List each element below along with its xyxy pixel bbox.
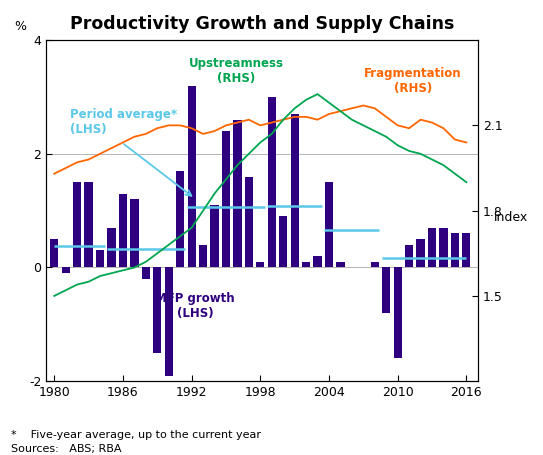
Bar (371, 262, 379, 268)
Bar (96, 250, 104, 268)
Bar (108, 228, 116, 268)
Bar (153, 268, 161, 353)
Text: *    Five-year average, up to the current year: * Five-year average, up to the current y… (11, 430, 261, 440)
Bar (416, 239, 425, 268)
Bar (61, 268, 70, 273)
Bar (439, 228, 447, 268)
Bar (279, 216, 287, 268)
Bar (462, 233, 470, 268)
Bar (142, 268, 150, 279)
Bar (210, 205, 219, 268)
Bar (313, 256, 321, 268)
Bar (50, 239, 59, 268)
Text: Fragmentation
(RHS): Fragmentation (RHS) (364, 67, 462, 95)
Y-axis label: %: % (14, 20, 27, 33)
Bar (382, 268, 390, 313)
Bar (405, 245, 413, 268)
Bar (119, 193, 127, 268)
Bar (325, 182, 333, 268)
Bar (187, 86, 195, 268)
Bar (130, 199, 138, 268)
Bar (394, 268, 402, 359)
Bar (222, 131, 230, 268)
Bar (73, 182, 81, 268)
Text: MFP growth
(LHS): MFP growth (LHS) (155, 292, 235, 320)
Text: Period average*
(LHS): Period average* (LHS) (70, 108, 177, 136)
Text: Upstreamness
(RHS): Upstreamness (RHS) (188, 57, 283, 85)
Bar (256, 262, 264, 268)
Bar (165, 268, 173, 375)
Bar (451, 233, 459, 268)
Bar (302, 262, 310, 268)
Bar (428, 228, 436, 268)
Bar (199, 245, 207, 268)
Text: Sources:   ABS; RBA: Sources: ABS; RBA (11, 444, 121, 454)
Bar (85, 182, 93, 268)
Title: Productivity Growth and Supply Chains: Productivity Growth and Supply Chains (70, 15, 454, 33)
Bar (291, 114, 299, 268)
Bar (336, 262, 345, 268)
Bar (233, 120, 242, 268)
Y-axis label: index: index (494, 211, 528, 224)
Bar (245, 177, 253, 268)
Bar (268, 97, 276, 268)
Bar (176, 171, 184, 268)
